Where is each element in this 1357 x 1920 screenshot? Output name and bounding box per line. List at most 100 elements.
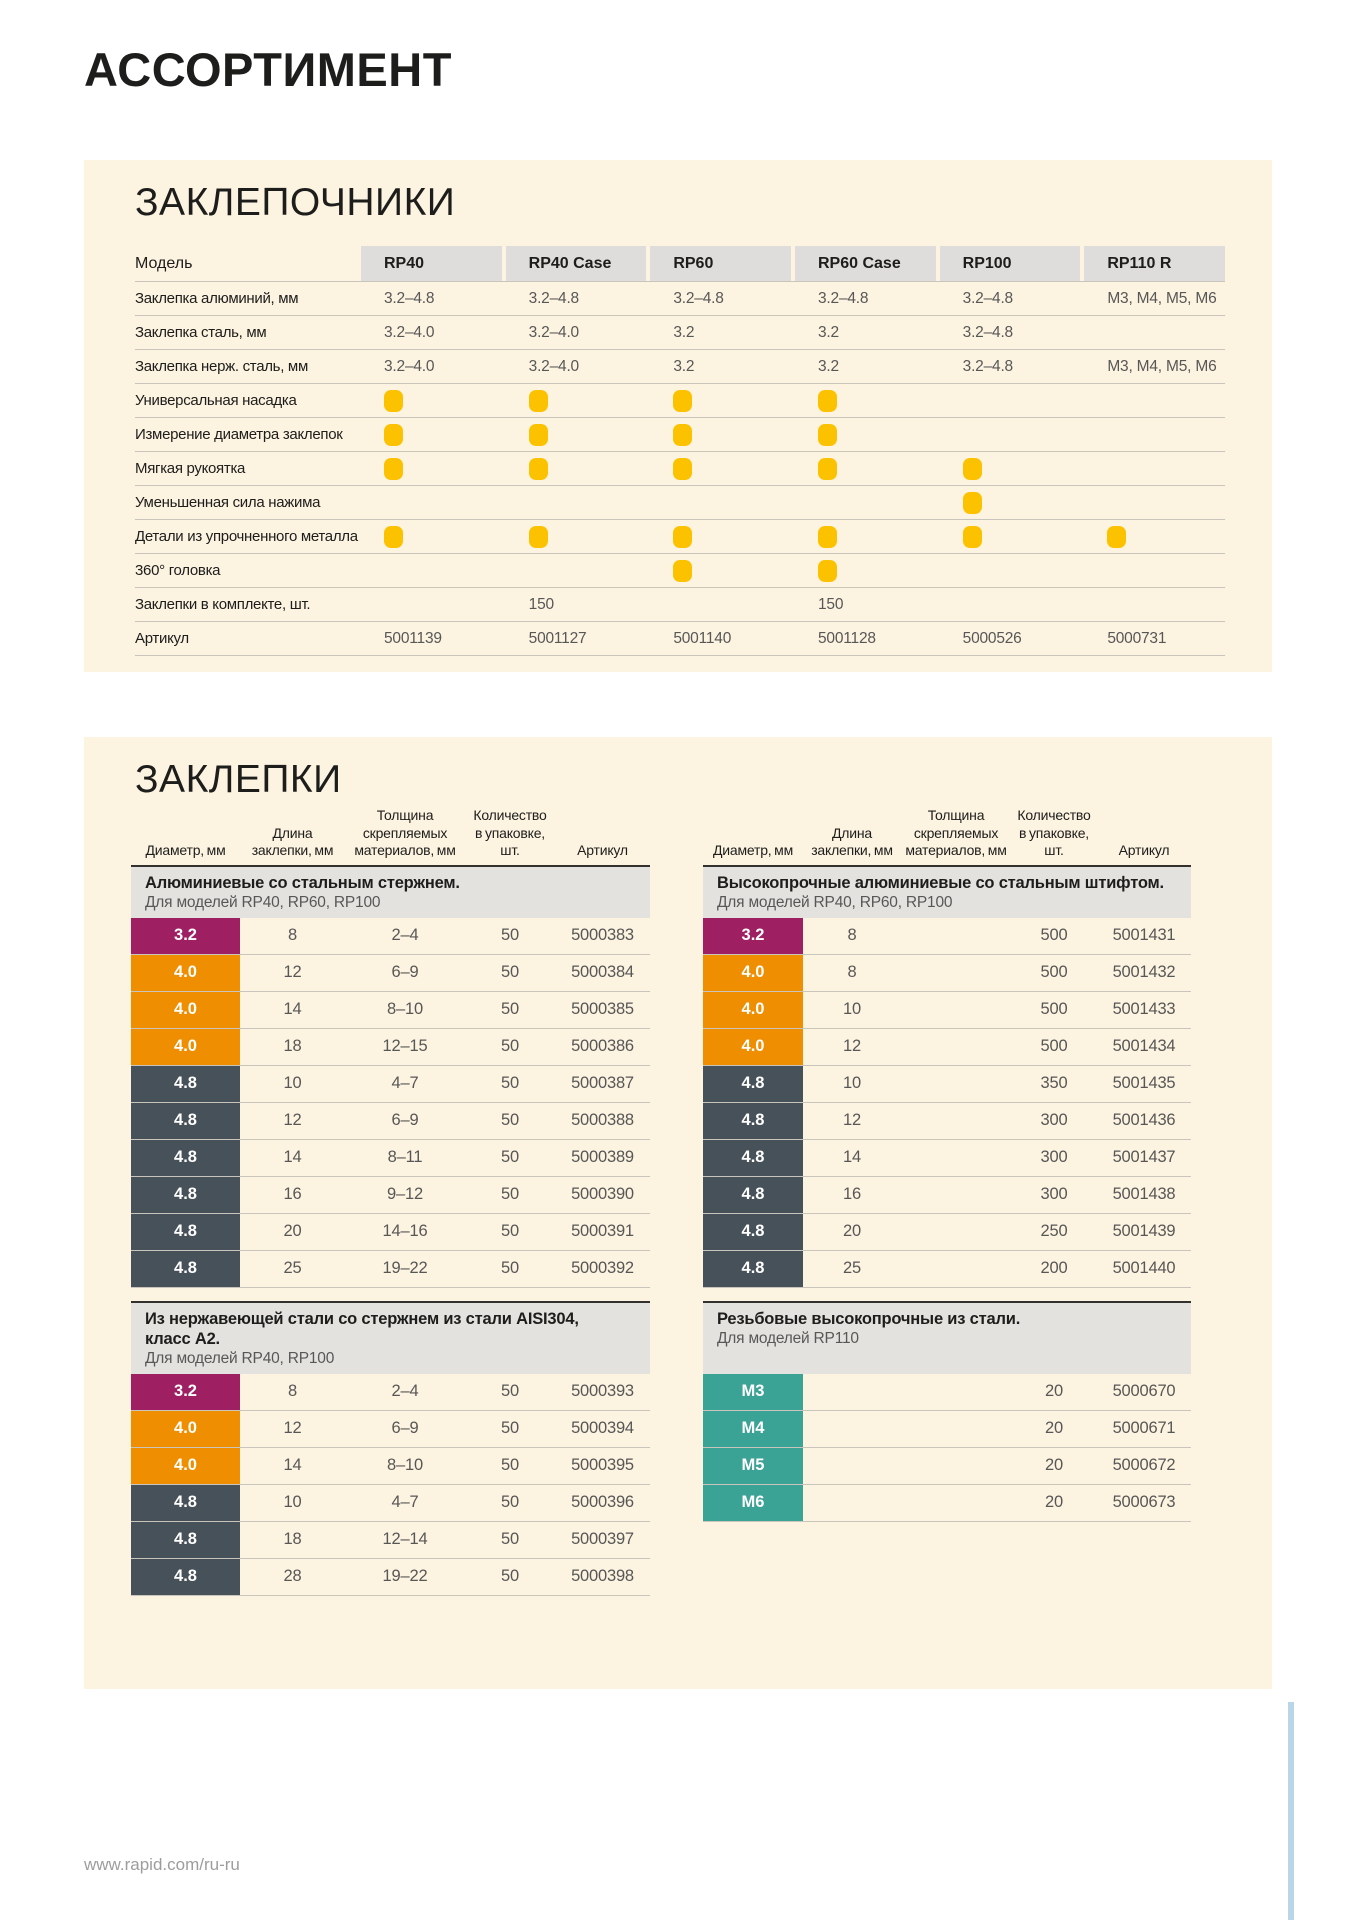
article-cell: 5000673 <box>1112 1493 1176 1511</box>
feature-dot-icon <box>384 389 403 412</box>
qty-cell: 200 <box>1040 1259 1068 1277</box>
article-cell: 5000389 <box>571 1148 634 1166</box>
thickness-cell <box>901 992 1011 1028</box>
article-cell: 5001437 <box>1112 1148 1176 1166</box>
riveters-value-cell <box>506 457 647 480</box>
diameter-cell: 4.8 <box>131 1176 240 1213</box>
feature-dot-icon <box>818 457 837 480</box>
riveters-value-cell <box>795 423 936 446</box>
riveters-value-cell: 5001140 <box>673 629 732 647</box>
table-title: Резьбовые высокопрочные из стали. <box>717 1309 1021 1328</box>
rivet-row: 4.8 12 300 5001436 <box>703 1102 1191 1140</box>
feature-dot-icon <box>528 423 548 446</box>
riveters-value-cell <box>940 525 1081 548</box>
rivet-row: 4.0 18 12–15 50 5000386 <box>131 1028 650 1066</box>
article-cell: 5000385 <box>571 1000 634 1018</box>
diameter-cell: 4.8 <box>703 1176 803 1213</box>
riveters-row-label: Заклепка нерж. сталь, мм <box>135 358 308 375</box>
qty-cell: 50 <box>501 1148 519 1166</box>
thickness-cell <box>901 955 1011 991</box>
diameter-cell: 4.8 <box>703 1213 803 1250</box>
rivets-grid: Диаметр, мм Длина заклепки, мм Толщина скр… <box>131 807 1272 1596</box>
model-header-rp40: RP40 <box>361 246 502 281</box>
riveters-row: Мягкая рукоятка <box>135 452 1225 486</box>
feature-dot-icon <box>1107 525 1127 548</box>
thickness-cell: 19–22 <box>382 1259 428 1277</box>
table-title-band: Резьбовые высокопрочные из стали. Для мод… <box>703 1300 1191 1374</box>
article-cell: 5000384 <box>571 963 634 981</box>
table-title: Высокопрочные алюминиевые со стальным шт… <box>717 873 1164 892</box>
thickness-cell: 2–4 <box>391 926 419 944</box>
riveters-value-cell <box>361 525 502 548</box>
diameter-cell: 4.0 <box>703 1028 803 1065</box>
length-cell: 8 <box>847 926 857 944</box>
article-cell: 5000393 <box>571 1382 634 1400</box>
thickness-cell: 14–16 <box>382 1222 428 1240</box>
thickness-cell: 2–4 <box>391 1382 419 1400</box>
length-cell: 18 <box>283 1037 302 1055</box>
length-cell: 12 <box>283 1111 302 1129</box>
table-title-band: Высокопрочные алюминиевые со стальным шт… <box>703 864 1191 918</box>
rivet-row: 3.2 8 500 5001431 <box>703 917 1191 955</box>
riveters-value-cell: 3.2–4.8 <box>962 289 1014 307</box>
riveters-value-cell: 3.2 <box>818 323 839 341</box>
rivet-row: 4.8 20 250 5001439 <box>703 1213 1191 1251</box>
thickness-cell <box>901 1177 1011 1213</box>
riveters-value-cell <box>940 457 1081 480</box>
length-cell: 18 <box>283 1530 302 1548</box>
feature-dot-icon <box>818 559 837 582</box>
feature-dot-icon <box>384 457 403 480</box>
article-cell: 5000391 <box>571 1222 634 1240</box>
thickness-cell: 6–9 <box>391 1419 419 1437</box>
table-subtitle: Для моделей RP110 <box>717 1329 859 1347</box>
qty-cell: 20 <box>1045 1456 1063 1474</box>
qty-cell: 350 <box>1040 1074 1068 1092</box>
length-cell: 8 <box>288 926 297 944</box>
length-cell: 12 <box>843 1111 861 1129</box>
riveters-value-cell: 150 <box>818 595 844 613</box>
diameter-cell: 4.8 <box>131 1521 240 1558</box>
diameter-cell: 4.8 <box>703 1065 803 1102</box>
rivet-row: 4.8 25 19–22 50 5000392 <box>131 1250 650 1288</box>
qty-cell: 50 <box>501 1382 519 1400</box>
feature-dot-icon <box>528 457 548 480</box>
diameter-cell: M3 <box>703 1373 803 1410</box>
riveters-value-cell <box>506 423 647 446</box>
qty-cell: 50 <box>501 1074 519 1092</box>
riveters-row: Детали из упрочненного металла <box>135 520 1225 554</box>
riveters-value-cell: 3.2–4.8 <box>818 289 869 307</box>
diameter-cell: 4.8 <box>131 1484 240 1521</box>
rivet-row: M6 20 5000673 <box>703 1484 1191 1522</box>
length-cell: 10 <box>283 1493 302 1511</box>
qty-cell: 50 <box>501 1111 519 1129</box>
riveters-value-cell <box>650 423 791 446</box>
table-subtitle: Для моделей RP40, RP60, RP100 <box>717 893 953 911</box>
riveters-row-label: Мягкая рукоятка <box>135 460 246 477</box>
qty-cell: 500 <box>1040 1037 1068 1055</box>
diameter-cell: 4.8 <box>131 1213 240 1250</box>
article-cell: 5001440 <box>1112 1259 1176 1277</box>
qty-cell: 500 <box>1040 963 1068 981</box>
table-title: Алюминиевые со стальным стержнем. <box>145 873 460 892</box>
thickness-cell <box>901 918 1011 954</box>
rivet-row: 4.8 20 14–16 50 5000391 <box>131 1213 650 1251</box>
rivets-column-headers: Диаметр, мм Длина заклепки, мм Толщина скр… <box>703 807 1191 865</box>
riveters-row: Универсальная насадка <box>135 384 1225 418</box>
length-cell <box>803 1411 901 1447</box>
qty-cell: 50 <box>501 1530 519 1548</box>
rivet-row: M4 20 5000671 <box>703 1410 1191 1448</box>
riveters-value-cell: 3.2–4.0 <box>528 357 580 375</box>
riveters-panel: ЗАКЛЕПОЧНИКИ Модель RP40 RP40 Case RP60 RP6… <box>84 160 1272 672</box>
riveters-value-cell: 3.2–4.8 <box>528 289 580 307</box>
feature-dot-icon <box>962 491 982 514</box>
thickness-cell <box>901 1448 1011 1484</box>
thickness-cell <box>901 1029 1011 1065</box>
article-cell: 5000670 <box>1112 1382 1176 1400</box>
column-header: Длина заклепки, мм <box>251 824 334 859</box>
feature-dot-icon <box>384 525 403 548</box>
length-cell <box>803 1448 901 1484</box>
feature-dot-icon <box>528 389 548 412</box>
column-header: Диаметр, мм <box>145 842 226 858</box>
article-cell: 5001431 <box>1112 926 1176 944</box>
riveters-value-cell: 3.2–4.8 <box>384 289 435 307</box>
